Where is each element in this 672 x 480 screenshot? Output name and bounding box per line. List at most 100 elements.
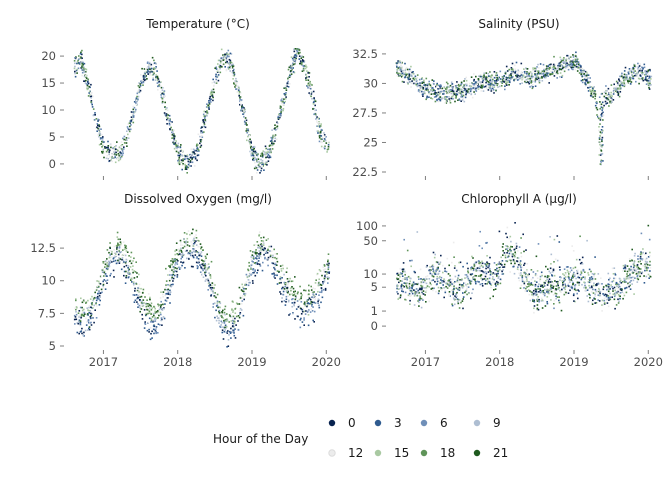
data-point bbox=[132, 112, 135, 115]
data-point bbox=[283, 281, 286, 284]
data-point bbox=[598, 141, 601, 143]
data-point bbox=[162, 303, 164, 306]
data-point bbox=[529, 77, 531, 80]
data-point bbox=[619, 85, 621, 87]
data-point bbox=[300, 295, 303, 298]
data-point bbox=[310, 285, 312, 288]
data-point bbox=[226, 346, 228, 348]
data-point bbox=[649, 267, 652, 269]
data-point bbox=[482, 84, 484, 87]
data-point bbox=[578, 66, 581, 69]
data-point bbox=[503, 80, 505, 83]
data-point bbox=[463, 89, 465, 92]
data-point bbox=[281, 97, 283, 100]
data-point bbox=[183, 254, 185, 256]
data-point bbox=[292, 298, 294, 300]
data-point bbox=[429, 269, 431, 271]
data-point bbox=[137, 306, 139, 308]
data-point bbox=[462, 285, 465, 288]
data-point bbox=[85, 79, 87, 82]
data-point bbox=[306, 311, 309, 313]
data-point bbox=[321, 136, 324, 139]
data-point bbox=[150, 332, 152, 335]
data-point bbox=[580, 74, 582, 76]
data-point bbox=[129, 260, 131, 262]
data-point bbox=[590, 95, 593, 98]
data-point bbox=[267, 154, 270, 156]
data-point bbox=[489, 87, 491, 89]
data-point bbox=[275, 138, 278, 141]
data-point bbox=[439, 85, 441, 88]
data-point bbox=[151, 307, 153, 309]
data-point bbox=[87, 309, 89, 311]
data-point bbox=[178, 155, 181, 157]
data-point bbox=[412, 283, 415, 286]
data-point bbox=[279, 113, 281, 115]
data-point bbox=[243, 111, 245, 113]
data-point bbox=[438, 280, 441, 282]
data-point bbox=[588, 81, 591, 83]
data-point bbox=[604, 100, 607, 103]
data-point bbox=[127, 272, 129, 275]
data-point bbox=[121, 254, 123, 257]
data-point bbox=[316, 121, 318, 123]
data-point bbox=[141, 300, 143, 303]
data-point bbox=[451, 86, 453, 88]
data-point bbox=[219, 306, 221, 309]
data-point bbox=[253, 271, 255, 274]
data-point bbox=[620, 74, 623, 77]
data-point bbox=[552, 294, 555, 296]
data-point bbox=[243, 287, 245, 290]
data-point bbox=[125, 264, 128, 267]
data-point bbox=[575, 65, 578, 68]
data-point bbox=[410, 78, 413, 80]
data-point bbox=[175, 258, 177, 261]
data-point bbox=[422, 88, 424, 90]
data-point bbox=[640, 258, 643, 260]
data-point bbox=[229, 320, 232, 323]
data-point bbox=[327, 266, 330, 269]
data-point bbox=[276, 270, 279, 272]
data-point bbox=[571, 62, 573, 65]
data-point bbox=[171, 131, 173, 134]
data-point bbox=[109, 274, 111, 277]
data-point bbox=[130, 120, 133, 123]
data-point bbox=[617, 298, 619, 301]
data-point bbox=[460, 286, 462, 289]
data-point bbox=[252, 251, 254, 253]
data-point bbox=[274, 135, 276, 137]
data-point bbox=[575, 56, 578, 59]
data-point bbox=[592, 299, 594, 302]
data-point bbox=[273, 276, 275, 278]
data-point bbox=[288, 288, 290, 290]
data-point bbox=[419, 89, 421, 92]
data-point bbox=[603, 299, 606, 302]
data-point bbox=[158, 80, 160, 83]
data-point bbox=[211, 290, 214, 292]
data-point bbox=[226, 61, 228, 63]
data-point bbox=[541, 284, 543, 287]
data-point bbox=[188, 245, 191, 247]
data-point bbox=[313, 321, 315, 323]
data-point bbox=[269, 255, 272, 258]
data-point bbox=[115, 253, 117, 255]
data-point bbox=[301, 309, 304, 311]
data-point bbox=[491, 76, 494, 78]
data-point bbox=[458, 99, 461, 101]
data-point bbox=[146, 308, 148, 311]
data-point bbox=[324, 135, 326, 138]
data-point bbox=[182, 163, 184, 165]
data-point bbox=[317, 125, 320, 127]
data-point bbox=[265, 153, 267, 156]
data-point bbox=[622, 270, 624, 272]
data-point bbox=[168, 265, 170, 267]
data-point bbox=[419, 296, 421, 298]
data-point bbox=[323, 132, 325, 134]
data-point bbox=[106, 264, 108, 267]
data-point bbox=[165, 284, 167, 286]
data-point bbox=[296, 292, 299, 295]
data-point bbox=[642, 79, 645, 82]
data-point bbox=[473, 267, 476, 269]
data-point bbox=[124, 262, 127, 264]
data-point bbox=[116, 246, 118, 249]
